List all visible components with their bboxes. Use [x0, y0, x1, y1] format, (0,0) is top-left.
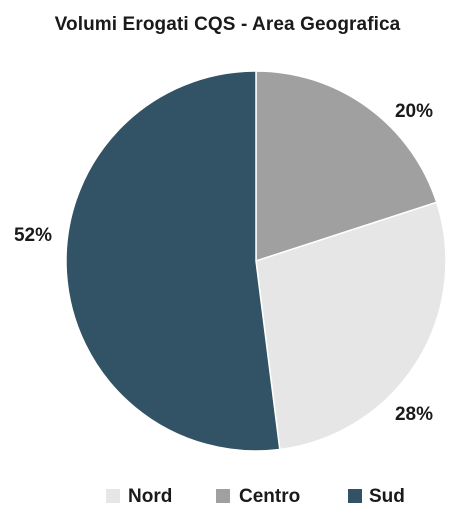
legend-swatch-nord	[106, 489, 120, 503]
pie-slice-centro	[255, 70, 438, 263]
legend-swatch-sud	[348, 489, 362, 503]
legend-swatch-centro	[216, 489, 230, 503]
pie-slice-nord	[255, 201, 447, 451]
chart-title: Volumi Erogati CQS - Area Geografica	[54, 14, 401, 35]
pie-slice-sud	[65, 70, 281, 452]
legend-label-centro: Centro	[239, 486, 300, 507]
data-label-sud: 52%	[14, 225, 52, 246]
legend-label-sud: Sud	[369, 486, 405, 507]
data-label-nord: 28%	[395, 404, 433, 425]
data-label-centro: 20%	[395, 101, 433, 122]
legend-label-nord: Nord	[128, 486, 172, 507]
